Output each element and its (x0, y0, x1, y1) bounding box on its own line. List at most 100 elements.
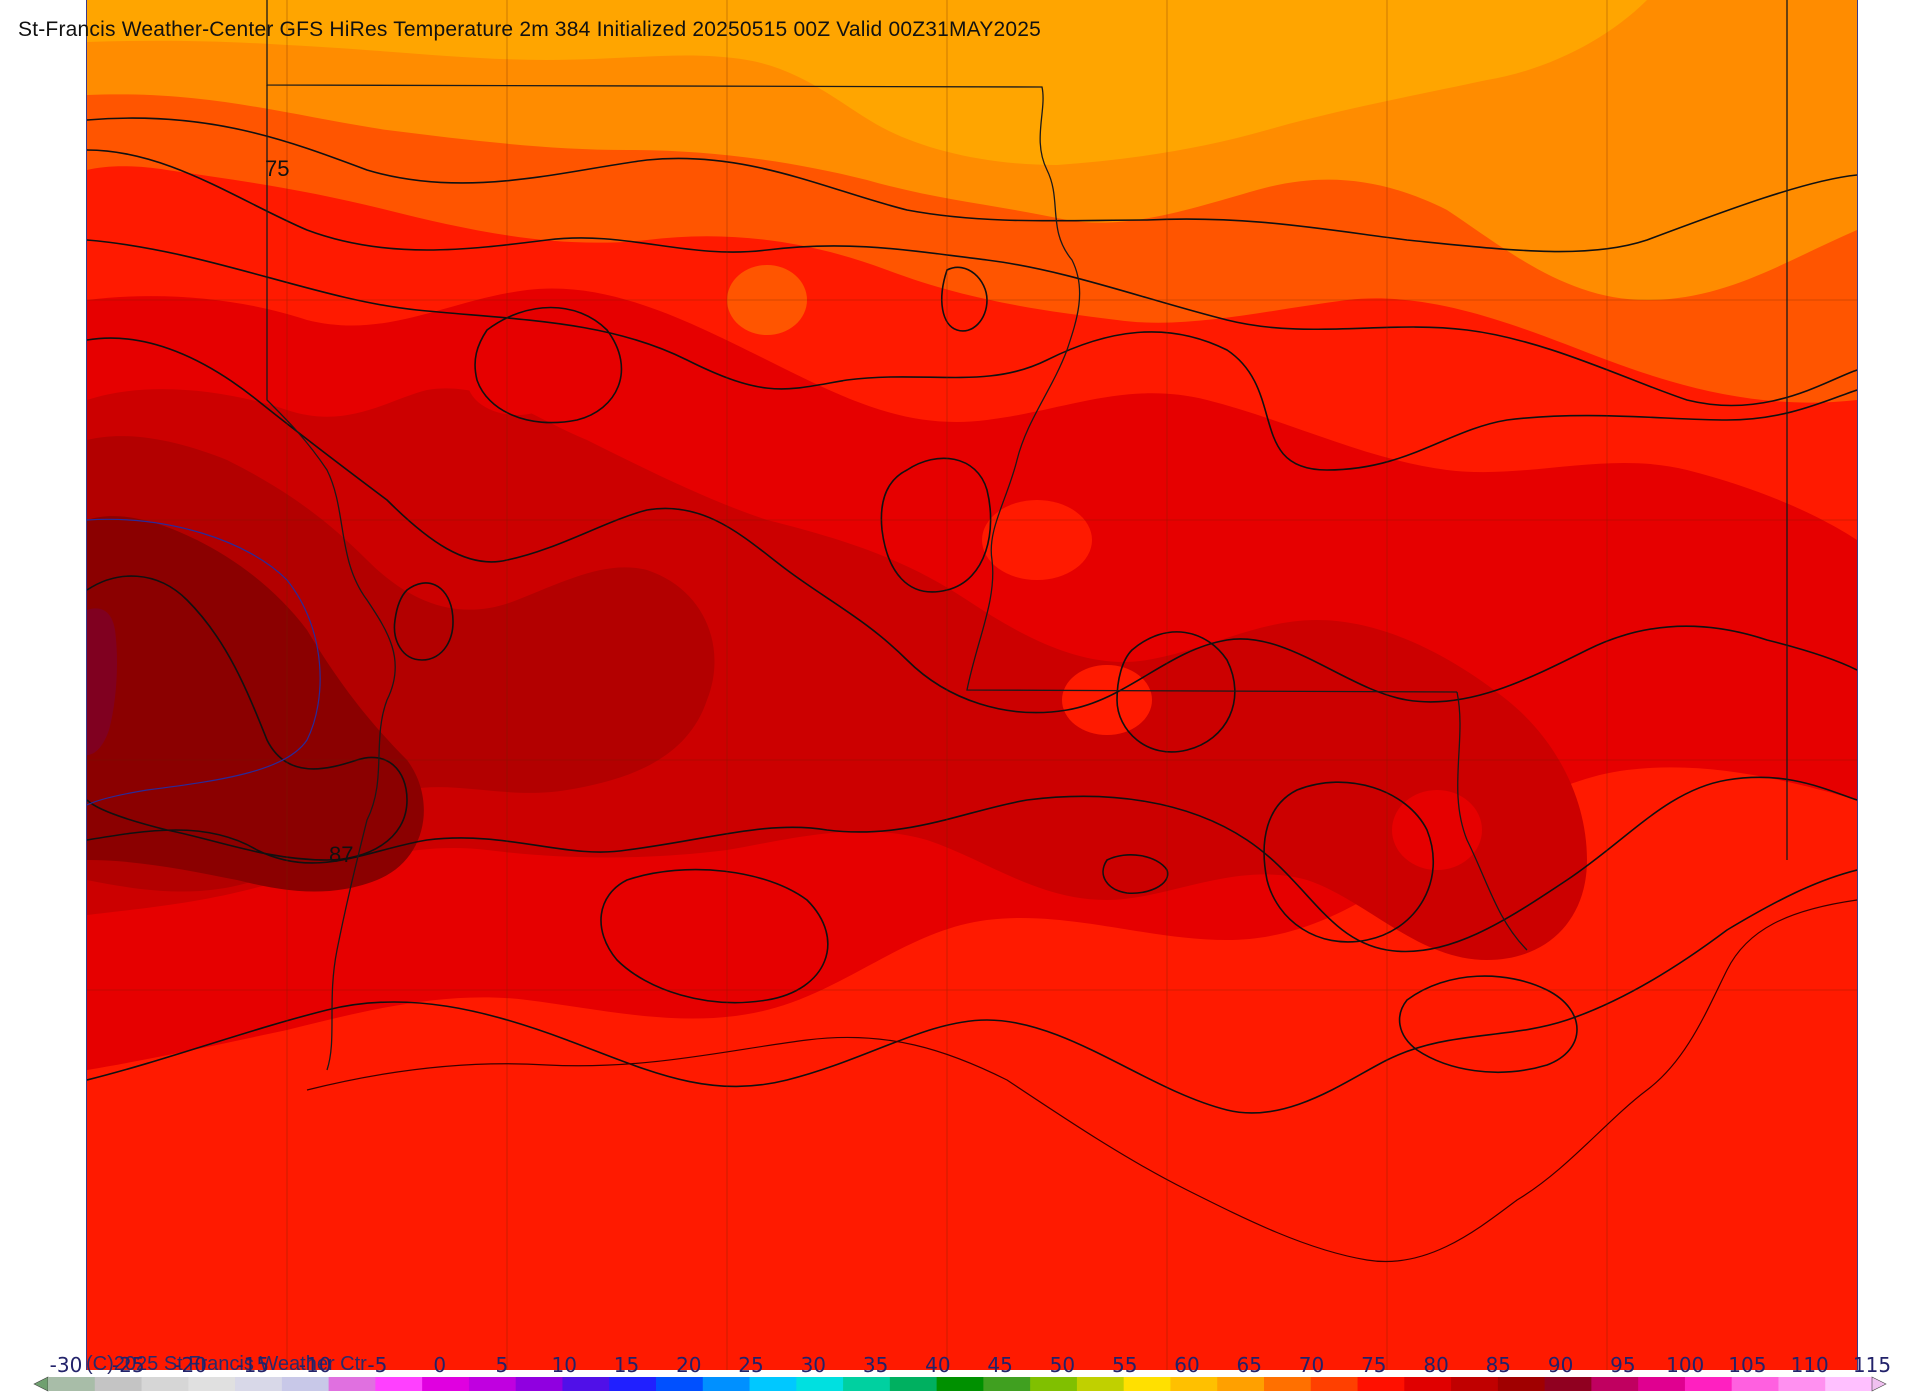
colorbar-swatch (141, 1377, 189, 1391)
colorbar-swatch (1731, 1377, 1779, 1391)
colorbar-tick-label: 80 (1423, 1355, 1448, 1377)
temp-band-85 (87, 388, 1587, 961)
colorbar-tick-label: 70 (1299, 1355, 1324, 1377)
colorbar-tick-label: -15 (236, 1355, 269, 1377)
colorbar-swatch (1170, 1377, 1218, 1391)
colorbar-swatch (1076, 1377, 1125, 1391)
colorbar-tick-label: 65 (1236, 1355, 1261, 1377)
contour-label-87: 87 (329, 842, 353, 867)
colorbar-swatch (94, 1377, 143, 1391)
colorbar-swatches (33, 1376, 1887, 1392)
colorbar-swatch (562, 1377, 610, 1391)
colorbar-tick-label: -25 (112, 1355, 145, 1377)
temp-band-94 (87, 608, 117, 755)
temp-spot (1392, 790, 1482, 870)
isotherm (87, 337, 1857, 714)
isotherm (1102, 854, 1169, 895)
colorbar-tick-label: 115 (1853, 1355, 1891, 1377)
temp-band-91 (87, 516, 424, 892)
temp-spot (1062, 665, 1152, 735)
colorbar-swatch (48, 1377, 96, 1391)
colorbar-tick-label: 45 (987, 1355, 1012, 1377)
isotherm (87, 149, 1857, 407)
contour-label-75: 75 (265, 156, 289, 181)
isotherm (474, 306, 623, 424)
temp-spot (982, 500, 1092, 580)
colorbar-swatch (188, 1377, 236, 1391)
colorbar-swatch (1684, 1377, 1733, 1391)
coastline (306, 899, 1857, 1262)
colorbar-swatch (1404, 1377, 1452, 1391)
colorbar-swatch (1310, 1377, 1359, 1391)
isotherm (87, 869, 1857, 1114)
colorbar-swatch (843, 1377, 891, 1391)
colorbar-swatch (1778, 1377, 1826, 1391)
colorbar-tick-label: 25 (738, 1355, 763, 1377)
colorbar-tick-label: 105 (1728, 1355, 1766, 1377)
colorbar-swatch (1497, 1377, 1546, 1391)
colorbar-tick-label: 55 (1112, 1355, 1137, 1377)
colorbar-tick-label: 5 (496, 1355, 509, 1377)
colorbar-swatch (422, 1377, 470, 1391)
colorbar-tick-label: 0 (433, 1355, 446, 1377)
colorbar-swatch (1825, 1377, 1873, 1391)
colorbar-tick-label: 10 (551, 1355, 576, 1377)
colorbar-swatch (1357, 1377, 1405, 1391)
temperature-map: 75 87 (87, 0, 1857, 1370)
colorbar-swatch (1123, 1377, 1171, 1391)
county-borders (87, 0, 1857, 1370)
map-frame: 75 87 (86, 0, 1858, 1370)
isotherm (87, 239, 1857, 471)
colorbar-swatch (656, 1377, 704, 1391)
isotherm (941, 266, 988, 332)
freezing-contour (87, 518, 321, 806)
colorbar-ticks: -30 -25 -20 -15 -10 -5 0 5 10 15 20 25 30 35 40 45 50 55 6… (50, 1355, 1891, 1377)
colorbar-tick-label: -20 (174, 1355, 207, 1377)
colorbar-swatch (609, 1377, 657, 1391)
isotherm (87, 776, 1857, 953)
isotherm (880, 457, 992, 593)
colorbar-swatch (1638, 1377, 1686, 1391)
colorbar-swatch (281, 1377, 330, 1391)
colorbar-swatch (1030, 1377, 1078, 1391)
colorbar-swatch (328, 1377, 376, 1391)
colorbar-tick-label: 110 (1791, 1355, 1829, 1377)
colorbar-left-arrow (33, 1376, 49, 1392)
colorbar-tick-label: 30 (801, 1355, 826, 1377)
isotherm (1398, 975, 1578, 1074)
temp-band-70 (87, 0, 1647, 165)
isotherm (87, 575, 408, 861)
isotherm (1263, 781, 1435, 943)
colorbar-tick-label: 60 (1174, 1355, 1199, 1377)
colorbar-swatch (936, 1377, 984, 1391)
colorbar-tick-label: 50 (1050, 1355, 1075, 1377)
colorbar-swatch (1591, 1377, 1639, 1391)
colorbar-swatch (1451, 1377, 1499, 1391)
colorbar-tick-label: 20 (676, 1355, 701, 1377)
colorbar-swatch (796, 1377, 844, 1391)
colorbar-tick-label: 15 (614, 1355, 639, 1377)
isotherm (1116, 631, 1236, 753)
map-title: St-Francis Weather-Center GFS HiRes Temp… (18, 18, 1042, 41)
colorbar-tick-label: 100 (1666, 1355, 1704, 1377)
copyright-text: (C)2025 St Francis Weather Ctr (86, 1353, 367, 1375)
colorbar-tick-label: 40 (925, 1355, 950, 1377)
isotherm (87, 117, 1857, 253)
colorbar-tick-label: 35 (863, 1355, 888, 1377)
colorbar-tick-label: -10 (299, 1355, 332, 1377)
isotherm (393, 582, 454, 661)
colorbar-swatch (1264, 1377, 1312, 1391)
colorbar-tick-label: 85 (1486, 1355, 1511, 1377)
colorbar-swatch (375, 1377, 423, 1391)
colorbar-swatch (889, 1377, 938, 1391)
colorbar-swatch (515, 1377, 563, 1391)
colorbar-tick-label: 75 (1361, 1355, 1386, 1377)
colorbar-swatch (702, 1377, 751, 1391)
isotherm-contours (87, 117, 1857, 1114)
state-borders (266, 0, 1788, 1071)
colorbar-tick-label: -5 (367, 1355, 387, 1377)
colorbar-swatch (749, 1377, 797, 1391)
isotherm (600, 868, 829, 1004)
colorbar-swatch (983, 1377, 1031, 1391)
colorbar: -30 -25 -20 -15 -10 -5 0 5 10 15 20 25 30 35 40 45 50 55 6… (33, 1355, 1891, 1392)
